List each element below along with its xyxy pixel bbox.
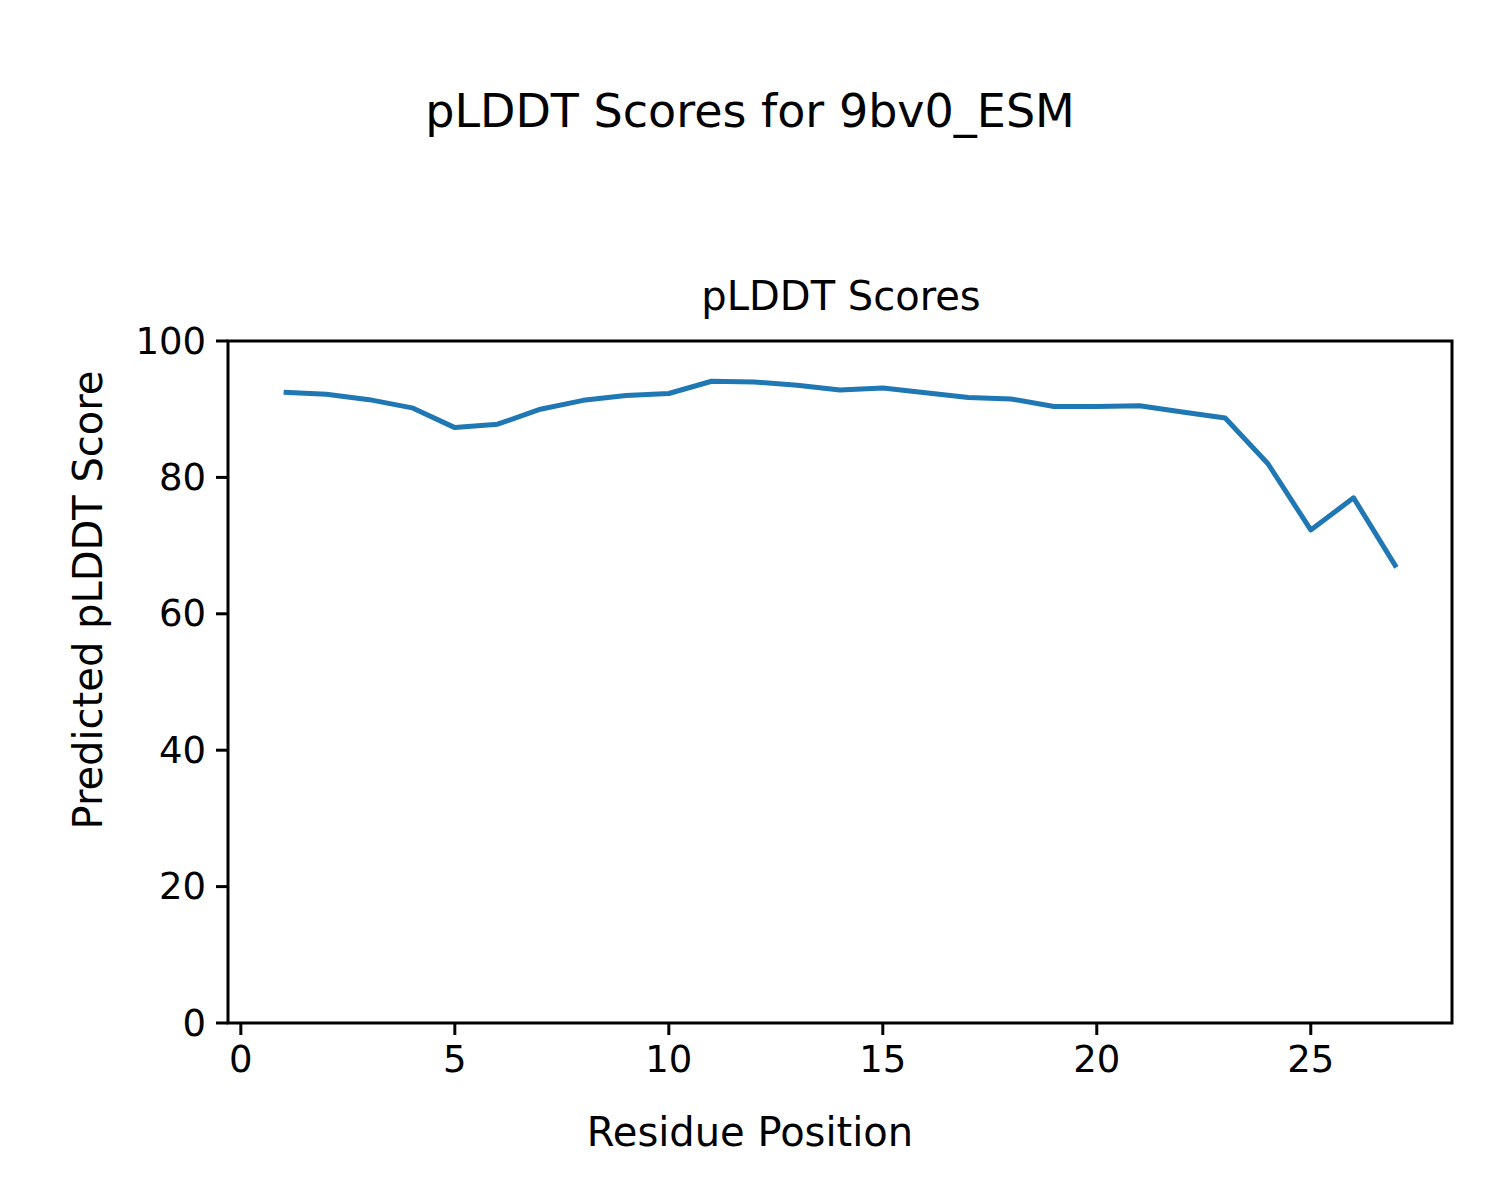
data-line (284, 381, 1397, 567)
x-tick-label: 0 (229, 1038, 253, 1081)
plot-area: 0 5 10 15 20 25 0 20 40 60 80 100 (0, 0, 1500, 1200)
x-tick-label: 5 (443, 1038, 467, 1081)
y-tick-label: 60 (159, 592, 206, 635)
x-tick-label: 10 (645, 1038, 692, 1081)
y-tick-label: 40 (159, 729, 206, 772)
x-tick-label: 25 (1287, 1038, 1334, 1081)
figure: pLDDT Scores for 9bv0_ESM pLDDT Scores P… (0, 0, 1500, 1200)
y-tick-label: 80 (159, 456, 206, 499)
y-tick-label: 0 (182, 1002, 206, 1045)
x-tick-label: 20 (1073, 1038, 1120, 1081)
y-tick-label: 20 (159, 865, 206, 908)
plot-frame (228, 341, 1452, 1023)
y-tick-label: 100 (135, 320, 206, 363)
x-tick-label: 15 (859, 1038, 906, 1081)
